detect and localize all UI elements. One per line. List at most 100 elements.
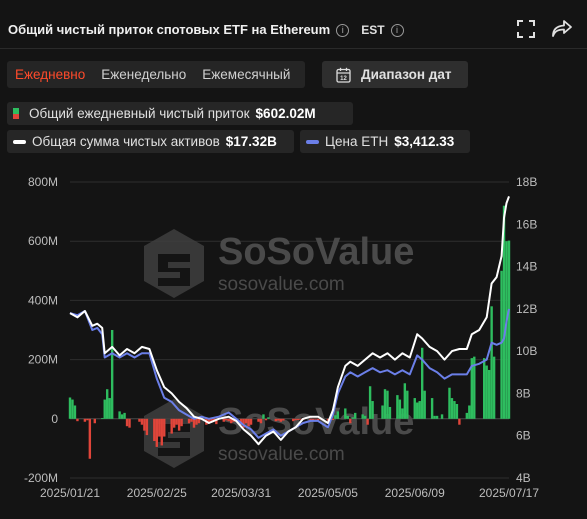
eth-price-line [69,308,510,439]
x-axis-tick: 2025/01/21 [40,486,100,500]
right-axis-tick: 16B [516,217,537,231]
inflow-bar [172,418,176,428]
inflow-bar [175,418,178,425]
watermark-brand: SoSoValue [218,231,414,273]
watermark [144,229,204,298]
legend-daily-inflow[interactable]: Общий ежедневный чистый приток $602.02M [7,102,353,125]
inflow-bar [346,415,349,419]
calendar-icon: 12 [336,67,351,83]
inflow-bar [383,389,387,419]
inflow-bar [403,383,407,419]
share-icon [552,20,572,37]
inflow-bar [145,418,149,436]
inflow-bar [158,418,161,437]
inflow-bar [101,418,104,420]
share-button[interactable] [549,16,575,42]
inflow-bar [108,398,111,419]
inflow-bar [83,418,87,422]
inflow-bar [381,405,384,419]
eth-swatch [306,139,319,144]
inflow-bar [88,418,92,459]
inflow-bar [507,240,511,419]
inflow-bar [106,389,109,419]
left-axis-tick: 600M [28,234,58,248]
inflow-bar [326,418,330,421]
timezone-label[interactable]: EST [361,23,385,37]
inflow-bar [143,418,146,431]
inflow-bar [311,418,315,420]
inflow-bar [138,418,141,422]
inflow-bar [361,414,364,419]
inflow-bar [309,418,312,421]
inflow-bar [418,401,421,419]
inflow-bar [190,418,193,422]
inflow-bar [118,411,121,419]
page-title: Общий чистый приток спотовых ETF на Ethe… [8,22,404,38]
inflow-bar [423,390,426,419]
inflow-bar [93,418,97,424]
assets-label: Общая сумма чистых активов [32,134,220,149]
right-axis-tick: 4B [516,471,531,485]
right-axis-tick: 10B [516,344,537,358]
inflow-bar [140,418,144,425]
inflow-bar [473,356,476,419]
legend-total-assets[interactable]: Общая сумма чистых активов $17.32B [7,130,294,153]
inflow-value: $602.02M [255,106,316,121]
right-axis-tick: 18B [516,175,537,189]
inflow-bar [242,418,245,428]
left-axis-tick: 800M [28,175,58,189]
watermark-site: sosovalue.com [218,444,345,465]
inflow-bar [401,408,404,419]
inflow-bar [103,399,106,419]
inflow-bar [331,418,335,420]
inflow-bar [123,412,126,419]
right-axis-tick: 12B [516,302,537,316]
inflow-bar [492,356,496,419]
fullscreen-button[interactable] [513,16,539,42]
tab-daily[interactable]: Ежедневно [15,67,86,82]
inflow-bar [440,414,444,419]
inflow-bar [282,418,285,421]
inflow-bar [413,398,416,419]
inflow-bar [455,404,459,419]
inflow-bar [363,415,367,419]
inflow-bar [416,402,419,419]
date-range-button[interactable]: 12 Диапазон дат [322,61,468,88]
watermark [144,399,204,468]
inflow-label: Общий ежедневный чистый приток [29,106,250,121]
inflow-bar [296,418,300,420]
inflow-bar [274,418,278,422]
eth-label: Цена ETH [325,134,389,149]
x-axis-tick: 2025/06/09 [385,486,445,500]
inflow-bar [299,418,302,420]
info-icon[interactable]: i [336,24,350,38]
inflow-bar [420,347,424,419]
inflow-bar [264,418,268,421]
inflow-bar [68,397,72,419]
right-axis-tick: 8B [516,386,531,400]
fullscreen-icon [517,20,535,38]
inflow-bar [222,418,225,422]
inflow-bar [334,415,337,419]
inflow-bar [505,241,508,419]
inflow-bar [187,418,191,424]
inflow-bar [247,418,250,427]
tab-weekly[interactable]: Еженедельно [101,67,187,82]
inflow-bar [458,418,461,425]
tab-monthly[interactable]: Ежемесячный [202,67,291,82]
inflow-bar [487,369,491,419]
inflow-bar [230,418,233,424]
inflow-bar [336,411,340,419]
inflow-bar [110,330,114,419]
inflow-bar [314,418,317,420]
left-axis-tick: 200M [28,353,58,367]
legend-eth-price[interactable]: Цена ETH $3,412.33 [300,130,470,153]
inflow-bar [398,399,402,419]
inflow-bar [482,358,486,419]
timezone-info-icon[interactable]: i [390,24,404,38]
svg-text:12: 12 [340,76,347,82]
x-axis-tick: 2025/03/31 [211,486,271,500]
inflow-bar [120,414,124,419]
inflow-bar [195,418,198,425]
inflow-bar [371,401,374,419]
